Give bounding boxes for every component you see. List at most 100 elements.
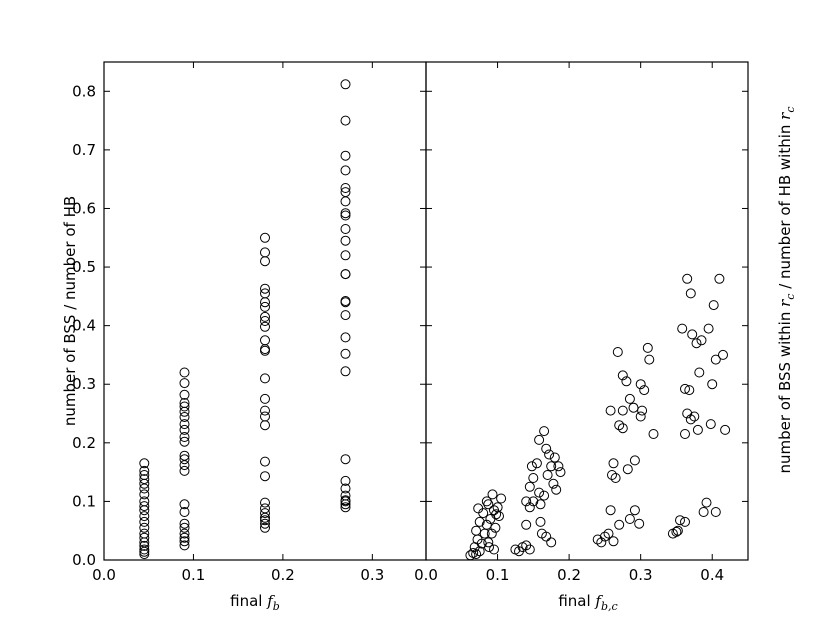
right-x-tick-label: 0.2: [557, 566, 581, 584]
right-data-point: [481, 496, 492, 507]
left-data-point: [179, 536, 190, 547]
left-data-point: [260, 256, 270, 267]
right-data-point: [608, 536, 619, 547]
right-data-point: [526, 461, 537, 472]
right-data-point: [539, 426, 550, 437]
right-data-point: [708, 300, 719, 311]
right-data-point: [628, 402, 639, 413]
right-data-point: [680, 429, 690, 439]
right-data-point: [489, 544, 499, 555]
right-data-point: [465, 550, 476, 561]
right-x-tick-label: 0.4: [700, 566, 724, 584]
left-data-point: [340, 475, 351, 486]
left-data-point: [260, 512, 270, 523]
left-data-point: [340, 150, 351, 161]
right-data-point: [548, 478, 559, 489]
left-data-point: [179, 401, 190, 412]
left-data-point: [340, 348, 351, 359]
right-data-point: [490, 522, 501, 533]
left-data-point: [139, 458, 150, 469]
right-data-point: [521, 519, 532, 530]
left-data-point: [340, 165, 351, 176]
right-data-point: [698, 507, 709, 517]
right-data-point: [629, 505, 640, 516]
right-data-point: [614, 420, 625, 431]
left-data-point: [179, 419, 190, 430]
left-data-point: [260, 393, 270, 404]
left-x-tick-label: 0.1: [182, 566, 206, 584]
right-data-point: [680, 383, 690, 394]
right-data-point: [607, 470, 617, 480]
right-data-point: [544, 449, 555, 460]
right-data-point: [471, 549, 482, 560]
left-data-point: [260, 518, 270, 529]
right-scatter-points: [465, 273, 731, 561]
right-data-point: [710, 507, 721, 517]
right-plot-frame: [425, 61, 749, 561]
left-data-point: [179, 465, 190, 476]
right-data-point: [689, 411, 700, 422]
right-data-point: [596, 537, 607, 548]
left-y-tick-label: 0.4: [72, 317, 96, 335]
right-data-point: [685, 414, 696, 425]
right-y-axis-label: number of BSS within rc / number of HB w…: [776, 106, 797, 473]
left-data-point: [260, 297, 270, 308]
right-data-point: [634, 518, 645, 529]
right-data-point: [624, 514, 635, 524]
right-x-tick-label: 0.3: [629, 566, 653, 584]
left-data-point: [260, 522, 270, 533]
right-data-point: [491, 509, 502, 520]
left-data-point: [340, 310, 351, 321]
left-data-point: [179, 454, 190, 465]
right-data-point: [541, 443, 552, 454]
left-data-point: [260, 411, 270, 422]
left-data-point: [139, 516, 150, 527]
left-data-point: [260, 316, 270, 326]
right-data-point: [531, 458, 542, 469]
left-data-point: [260, 471, 270, 482]
right-data-point: [521, 496, 532, 507]
right-data-point: [524, 481, 535, 492]
left-data-point: [179, 460, 190, 471]
left-data-point: [260, 508, 270, 519]
right-data-point: [685, 288, 696, 299]
right-data-point: [680, 516, 690, 527]
right-data-point: [479, 528, 490, 539]
right-data-point: [610, 473, 621, 483]
right-data-point: [714, 273, 725, 284]
left-data-point: [340, 115, 351, 126]
right-data-point: [612, 347, 623, 357]
left-scatter-points: [139, 79, 351, 560]
right-data-point: [494, 511, 504, 522]
left-data-point: [179, 412, 190, 422]
left-data-point: [179, 378, 190, 389]
right-data-point: [684, 385, 695, 396]
right-data-point: [599, 531, 610, 542]
right-data-point: [605, 505, 616, 516]
left-data-point: [139, 546, 150, 557]
left-data-point: [340, 269, 351, 280]
right-data-point: [614, 519, 625, 530]
left-data-point: [260, 420, 270, 431]
right-data-point: [718, 349, 728, 360]
left-data-point: [139, 522, 150, 533]
left-data-point: [260, 247, 270, 258]
left-panel: 0.0 0.1 0.2 0.3 0.4 0.5 0.6 0.7 0.8 0.0 0.1 0.2 0.3…: [61, 61, 427, 613]
right-data-point: [637, 405, 648, 416]
right-data-point: [553, 461, 564, 472]
right-data-point: [622, 464, 633, 475]
left-data-point: [260, 405, 270, 416]
right-data-point: [677, 323, 688, 334]
left-data-point: [139, 478, 150, 489]
right-data-point: [471, 525, 482, 536]
right-data-point: [644, 354, 655, 365]
left-data-point: [340, 297, 351, 308]
left-y-tick-label: 0.6: [72, 199, 96, 217]
right-data-point: [478, 508, 489, 519]
right-data-point: [605, 405, 616, 416]
right-data-point: [542, 470, 553, 480]
right-data-point: [474, 516, 485, 527]
left-data-point: [340, 499, 351, 510]
left-y-tick-label: 0.7: [72, 141, 96, 159]
left-data-point: [340, 496, 351, 507]
